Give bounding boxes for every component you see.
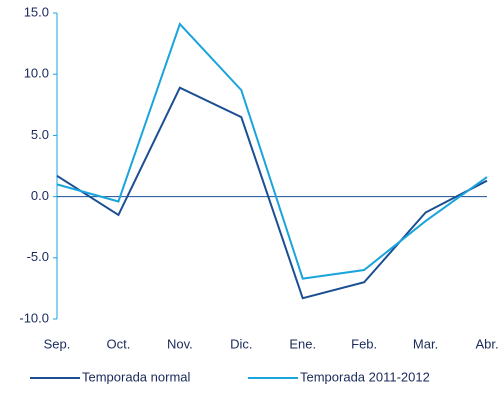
x-tick-label: Nov. xyxy=(167,336,193,351)
y-tick-label: 5.0 xyxy=(31,127,49,142)
series-line xyxy=(56,22,488,280)
series-line xyxy=(56,86,488,300)
x-tick-label: Mar. xyxy=(413,336,438,351)
x-tick-label: Sep. xyxy=(44,336,71,351)
y-tick-label: -5.0 xyxy=(27,249,49,264)
legend-label: Temporada normal xyxy=(82,369,190,384)
x-tick-label: Oct. xyxy=(107,336,131,351)
legend-label: Temporada 2011-2012 xyxy=(300,369,430,384)
x-tick-label: Ene. xyxy=(289,336,316,351)
x-tick-label: Abr. xyxy=(475,336,498,351)
y-tick-label: -10.0 xyxy=(19,310,49,325)
x-tick-label: Dic. xyxy=(230,336,252,351)
y-tick-label: 0.0 xyxy=(31,188,49,203)
y-tick-label: 15.0 xyxy=(24,4,49,19)
y-tick-label: 10.0 xyxy=(24,66,49,81)
x-tick-label: Feb. xyxy=(351,336,377,351)
